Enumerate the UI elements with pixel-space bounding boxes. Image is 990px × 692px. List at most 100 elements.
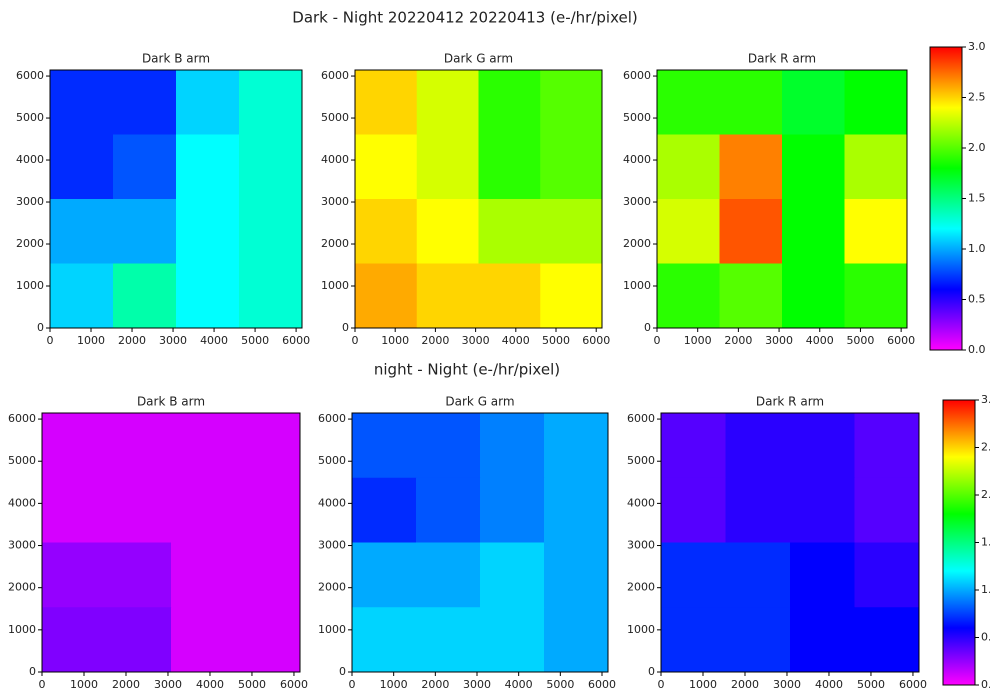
y-tick-label: 6000 [321, 69, 349, 82]
heatmap-cell [725, 413, 791, 479]
y-tick-label: 5000 [16, 111, 44, 124]
colorbar-tick-label: 3.0 [981, 393, 990, 406]
y-tick-label: 6000 [16, 69, 44, 82]
heatmap-cell [42, 477, 107, 543]
x-tick-label: 3000 [462, 334, 490, 347]
heatmap-cell [725, 542, 791, 608]
heatmap-cell [657, 70, 720, 135]
plot-frame [660, 412, 920, 673]
panel-title: Dark B arm [142, 52, 210, 66]
colorbar-tick-label: 1.0 [981, 583, 990, 596]
heatmap-cell [352, 413, 417, 479]
colorbar [942, 399, 976, 686]
heatmap-cell [355, 134, 418, 200]
heatmap-cell [540, 263, 603, 329]
heatmap-cell [719, 70, 783, 135]
x-tick-label: 5000 [241, 334, 269, 347]
figure-title: night - Night (e-/hr/pixel) [374, 361, 560, 379]
y-tick-label: 0 [29, 665, 36, 678]
heatmap-cell [42, 542, 107, 608]
colorbar-tick-label: 2.5 [981, 441, 990, 454]
heatmap-cell [854, 413, 920, 479]
heatmap-cell [844, 263, 908, 329]
y-tick-label: 1000 [318, 623, 346, 636]
x-tick-label: 2000 [724, 334, 752, 347]
x-tick-label: 6000 [588, 678, 616, 691]
colorbar-tick-label: 0.0 [981, 678, 990, 691]
heatmap-cell [725, 477, 791, 543]
heatmap-cell [416, 70, 479, 135]
heatmap-cell [416, 199, 479, 264]
heatmap-cell [854, 542, 920, 608]
y-tick-label: 2000 [8, 581, 36, 594]
heatmap-cell [416, 607, 481, 673]
heatmap-cell [540, 70, 603, 135]
x-tick-label: 1000 [380, 678, 408, 691]
heatmap-cell [719, 199, 783, 264]
y-tick-label: 5000 [627, 454, 655, 467]
x-tick-label: 6000 [887, 334, 915, 347]
x-tick-label: 3000 [154, 678, 182, 691]
colorbar-tick-label: 0.5 [981, 631, 990, 644]
heatmap-cell [239, 199, 303, 264]
heatmap-cell [782, 134, 845, 200]
heatmap-cell [478, 70, 541, 135]
heatmap-cell [782, 199, 845, 264]
heatmap-cell [235, 413, 301, 479]
y-tick-label: 3000 [623, 195, 651, 208]
colorbar-tick-label: 1.5 [981, 536, 990, 549]
heatmap-cell [50, 70, 114, 135]
heatmap-cell [544, 413, 609, 479]
y-tick-label: 1000 [321, 279, 349, 292]
x-tick-label: 5000 [857, 678, 885, 691]
heatmap-cell [416, 477, 481, 543]
x-tick-label: 4000 [196, 678, 224, 691]
heatmap-cell [50, 263, 114, 329]
heatmap-cell [657, 199, 720, 264]
y-tick-label: 3000 [321, 195, 349, 208]
x-tick-label: 0 [47, 334, 54, 347]
heatmap-cell [661, 477, 726, 543]
heatmap-cell [844, 70, 908, 135]
x-tick-label: 4000 [806, 334, 834, 347]
heatmap-cell [540, 199, 603, 264]
x-tick-label: 2000 [731, 678, 759, 691]
x-tick-label: 3000 [765, 334, 793, 347]
heatmap-cell [176, 70, 240, 135]
heatmap-cell [235, 542, 301, 608]
x-tick-label: 4000 [200, 334, 228, 347]
heatmap-cell [657, 134, 720, 200]
x-tick-label: 1000 [77, 334, 105, 347]
y-tick-label: 3000 [16, 195, 44, 208]
x-tick-label: 0 [349, 678, 356, 691]
y-tick-label: 5000 [318, 454, 346, 467]
y-tick-label: 0 [648, 665, 655, 678]
heatmap-cell [50, 134, 114, 200]
heatmap-cell [106, 607, 172, 673]
heatmap-cell [416, 413, 481, 479]
heatmap-cell [480, 542, 545, 608]
heatmap-cell [854, 477, 920, 543]
heatmap-cell [540, 134, 603, 200]
x-tick-label: 2000 [118, 334, 146, 347]
y-tick-label: 6000 [318, 412, 346, 425]
colorbar-tick-label: 2.5 [968, 91, 986, 104]
y-tick-label: 4000 [321, 153, 349, 166]
x-tick-label: 2000 [421, 678, 449, 691]
x-tick-label: 2000 [421, 334, 449, 347]
heatmap-cell [657, 263, 720, 329]
plot-frame [656, 69, 908, 329]
panel-title: Dark G arm [445, 395, 514, 409]
heatmap-cell [844, 199, 908, 264]
x-tick-label: 6000 [582, 334, 610, 347]
colorbar-tick-label: 1.5 [968, 192, 986, 205]
colorbar-tick-label: 2.0 [968, 141, 986, 154]
x-tick-label: 2000 [112, 678, 140, 691]
x-tick-label: 0 [39, 678, 46, 691]
y-tick-label: 1000 [8, 623, 36, 636]
heatmap-cell [42, 413, 107, 479]
heatmap-cell [478, 263, 541, 329]
heatmap-cell [113, 70, 177, 135]
x-tick-label: 0 [352, 334, 359, 347]
